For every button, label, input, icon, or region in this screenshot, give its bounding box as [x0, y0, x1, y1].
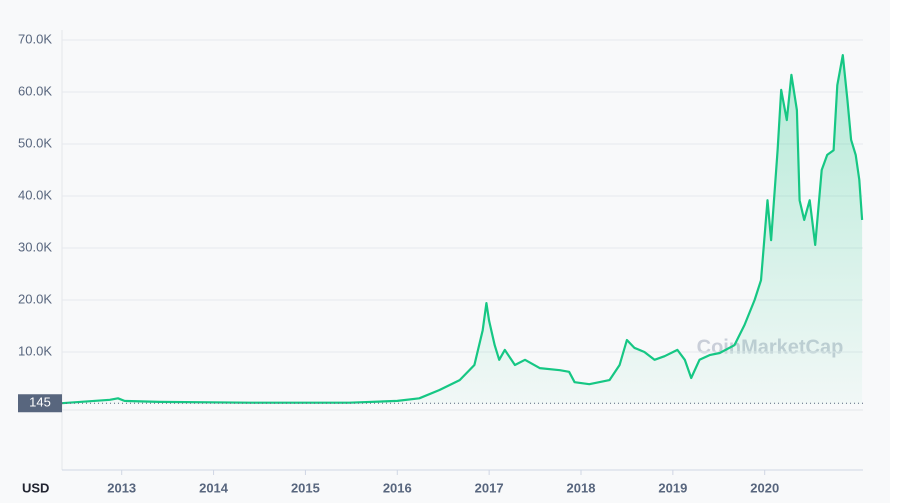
y-tick-label: 10.0K [18, 343, 52, 358]
x-tick-label: 2016 [383, 480, 412, 495]
y-tick-label: 40.0K [18, 187, 52, 202]
x-tick-label: 2014 [199, 480, 229, 495]
x-tick-label: 2017 [475, 480, 504, 495]
y-tick-label: 50.0K [18, 135, 52, 150]
y-tick-label: 60.0K [18, 83, 52, 98]
x-tick-label: 2013 [107, 480, 136, 495]
price-line [61, 54, 864, 405]
y-tick-label: 20.0K [18, 291, 52, 306]
area-fill [62, 55, 863, 404]
y-tick-label: 70.0K [18, 31, 52, 46]
y-tick-label: 30.0K [18, 239, 52, 254]
price-marker-label: 145 [29, 395, 51, 410]
axis-unit: USD [22, 480, 49, 495]
x-tick-label: 2018 [567, 480, 596, 495]
x-tick-label: 2015 [291, 480, 320, 495]
x-tick-label: 2019 [658, 480, 687, 495]
price-marker-box [18, 394, 62, 413]
x-tick-label: 2020 [750, 480, 779, 495]
